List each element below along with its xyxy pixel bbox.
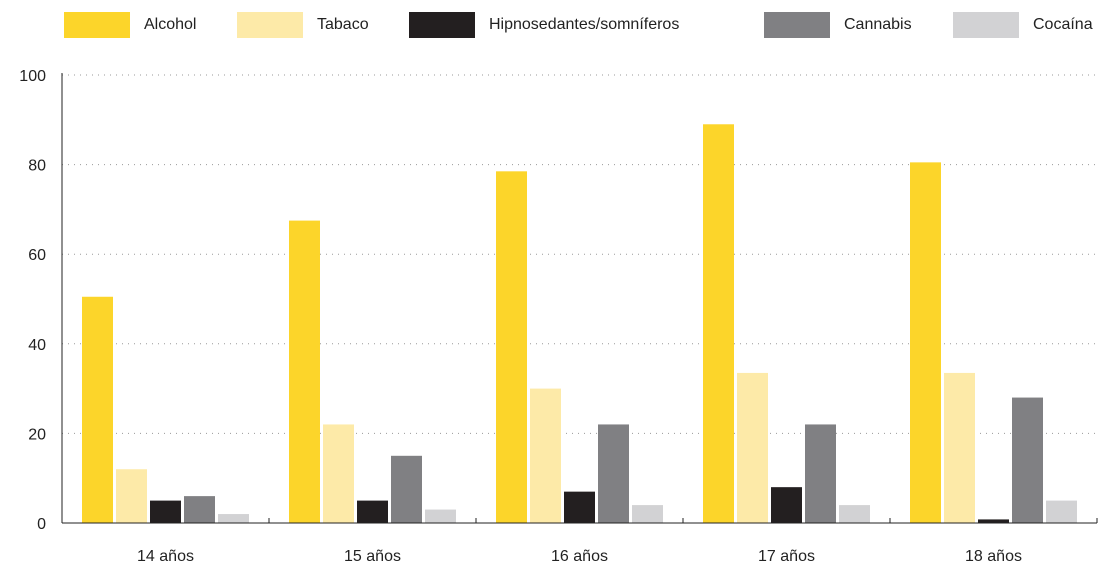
legend-label-cannabis: Cannabis bbox=[844, 16, 912, 33]
y-tick-label: 80 bbox=[28, 158, 46, 175]
x-tick-label: 18 años bbox=[965, 548, 1022, 565]
bar-cannabis-1 bbox=[391, 455, 422, 523]
bar-cannabis-4 bbox=[1012, 397, 1043, 523]
bar-coca-na-3 bbox=[839, 505, 870, 523]
y-tick-label: 20 bbox=[28, 426, 46, 443]
bar-cannabis-0 bbox=[184, 496, 215, 523]
bar-coca-na-4 bbox=[1046, 500, 1077, 523]
y-tick-label: 0 bbox=[37, 516, 46, 533]
x-tick-labels: 14 años 15 años 16 años 17 años 18 años bbox=[137, 548, 1022, 565]
axes bbox=[61, 73, 1098, 524]
legend: Alcohol Tabaco Hipnosedantes/somníferos … bbox=[0, 0, 1115, 40]
bar-coca-na-0 bbox=[218, 514, 249, 523]
bar-alcohol-2 bbox=[496, 171, 527, 523]
x-tick-label: 16 años bbox=[551, 548, 608, 565]
legend-swatch-cocaina bbox=[953, 12, 1019, 38]
legend-item-cocaina: Cocaína bbox=[953, 12, 1093, 38]
bar-coca-na-1 bbox=[425, 509, 456, 523]
bar-tabaco-1 bbox=[323, 424, 354, 523]
x-tick-label: 17 años bbox=[758, 548, 815, 565]
legend-label-cocaina: Cocaína bbox=[1033, 16, 1093, 33]
legend-item-tabaco: Tabaco bbox=[237, 12, 369, 38]
legend-item-cannabis: Cannabis bbox=[764, 12, 912, 38]
bar-alcohol-0 bbox=[82, 296, 113, 523]
y-tick-label: 60 bbox=[28, 247, 46, 264]
x-tick-label: 14 años bbox=[137, 548, 194, 565]
bar-hipnosedantes-somn-feros-3 bbox=[771, 487, 802, 523]
bar-tabaco-3 bbox=[737, 372, 768, 523]
bar-hipnosedantes-somn-feros-4 bbox=[978, 519, 1009, 523]
y-tick-label: 100 bbox=[19, 68, 46, 85]
bar-cannabis-3 bbox=[805, 424, 836, 523]
bar-hipnosedantes-somn-feros-2 bbox=[564, 491, 595, 523]
bar-tabaco-4 bbox=[944, 372, 975, 523]
bar-cannabis-2 bbox=[598, 424, 629, 523]
legend-label-hipnosedantes: Hipnosedantes/somníferos bbox=[489, 16, 680, 33]
bar-tabaco-2 bbox=[530, 388, 561, 523]
bar-hipnosedantes-somn-feros-0 bbox=[150, 500, 181, 523]
legend-item-alcohol: Alcohol bbox=[64, 12, 196, 38]
grid-lines bbox=[62, 74, 1097, 434]
bar-coca-na-2 bbox=[632, 505, 663, 523]
bar-tabaco-0 bbox=[116, 469, 147, 523]
bar-alcohol-1 bbox=[289, 220, 320, 523]
legend-swatch-tabaco bbox=[237, 12, 303, 38]
bars bbox=[82, 124, 1077, 524]
x-tick-label: 15 años bbox=[344, 548, 401, 565]
legend-label-tabaco: Tabaco bbox=[317, 16, 369, 33]
legend-swatch-alcohol bbox=[64, 12, 130, 38]
legend-item-hipnosedantes: Hipnosedantes/somníferos bbox=[409, 12, 679, 38]
y-tick-labels: 0 20 40 60 80 100 bbox=[19, 68, 46, 533]
legend-swatch-hipnosedantes bbox=[409, 12, 475, 38]
bar-hipnosedantes-somn-feros-1 bbox=[357, 500, 388, 523]
y-tick-label: 40 bbox=[28, 337, 46, 354]
bar-alcohol-3 bbox=[703, 124, 734, 523]
legend-swatch-cannabis bbox=[764, 12, 830, 38]
legend-label-alcohol: Alcohol bbox=[144, 16, 197, 33]
bar-alcohol-4 bbox=[910, 162, 941, 524]
